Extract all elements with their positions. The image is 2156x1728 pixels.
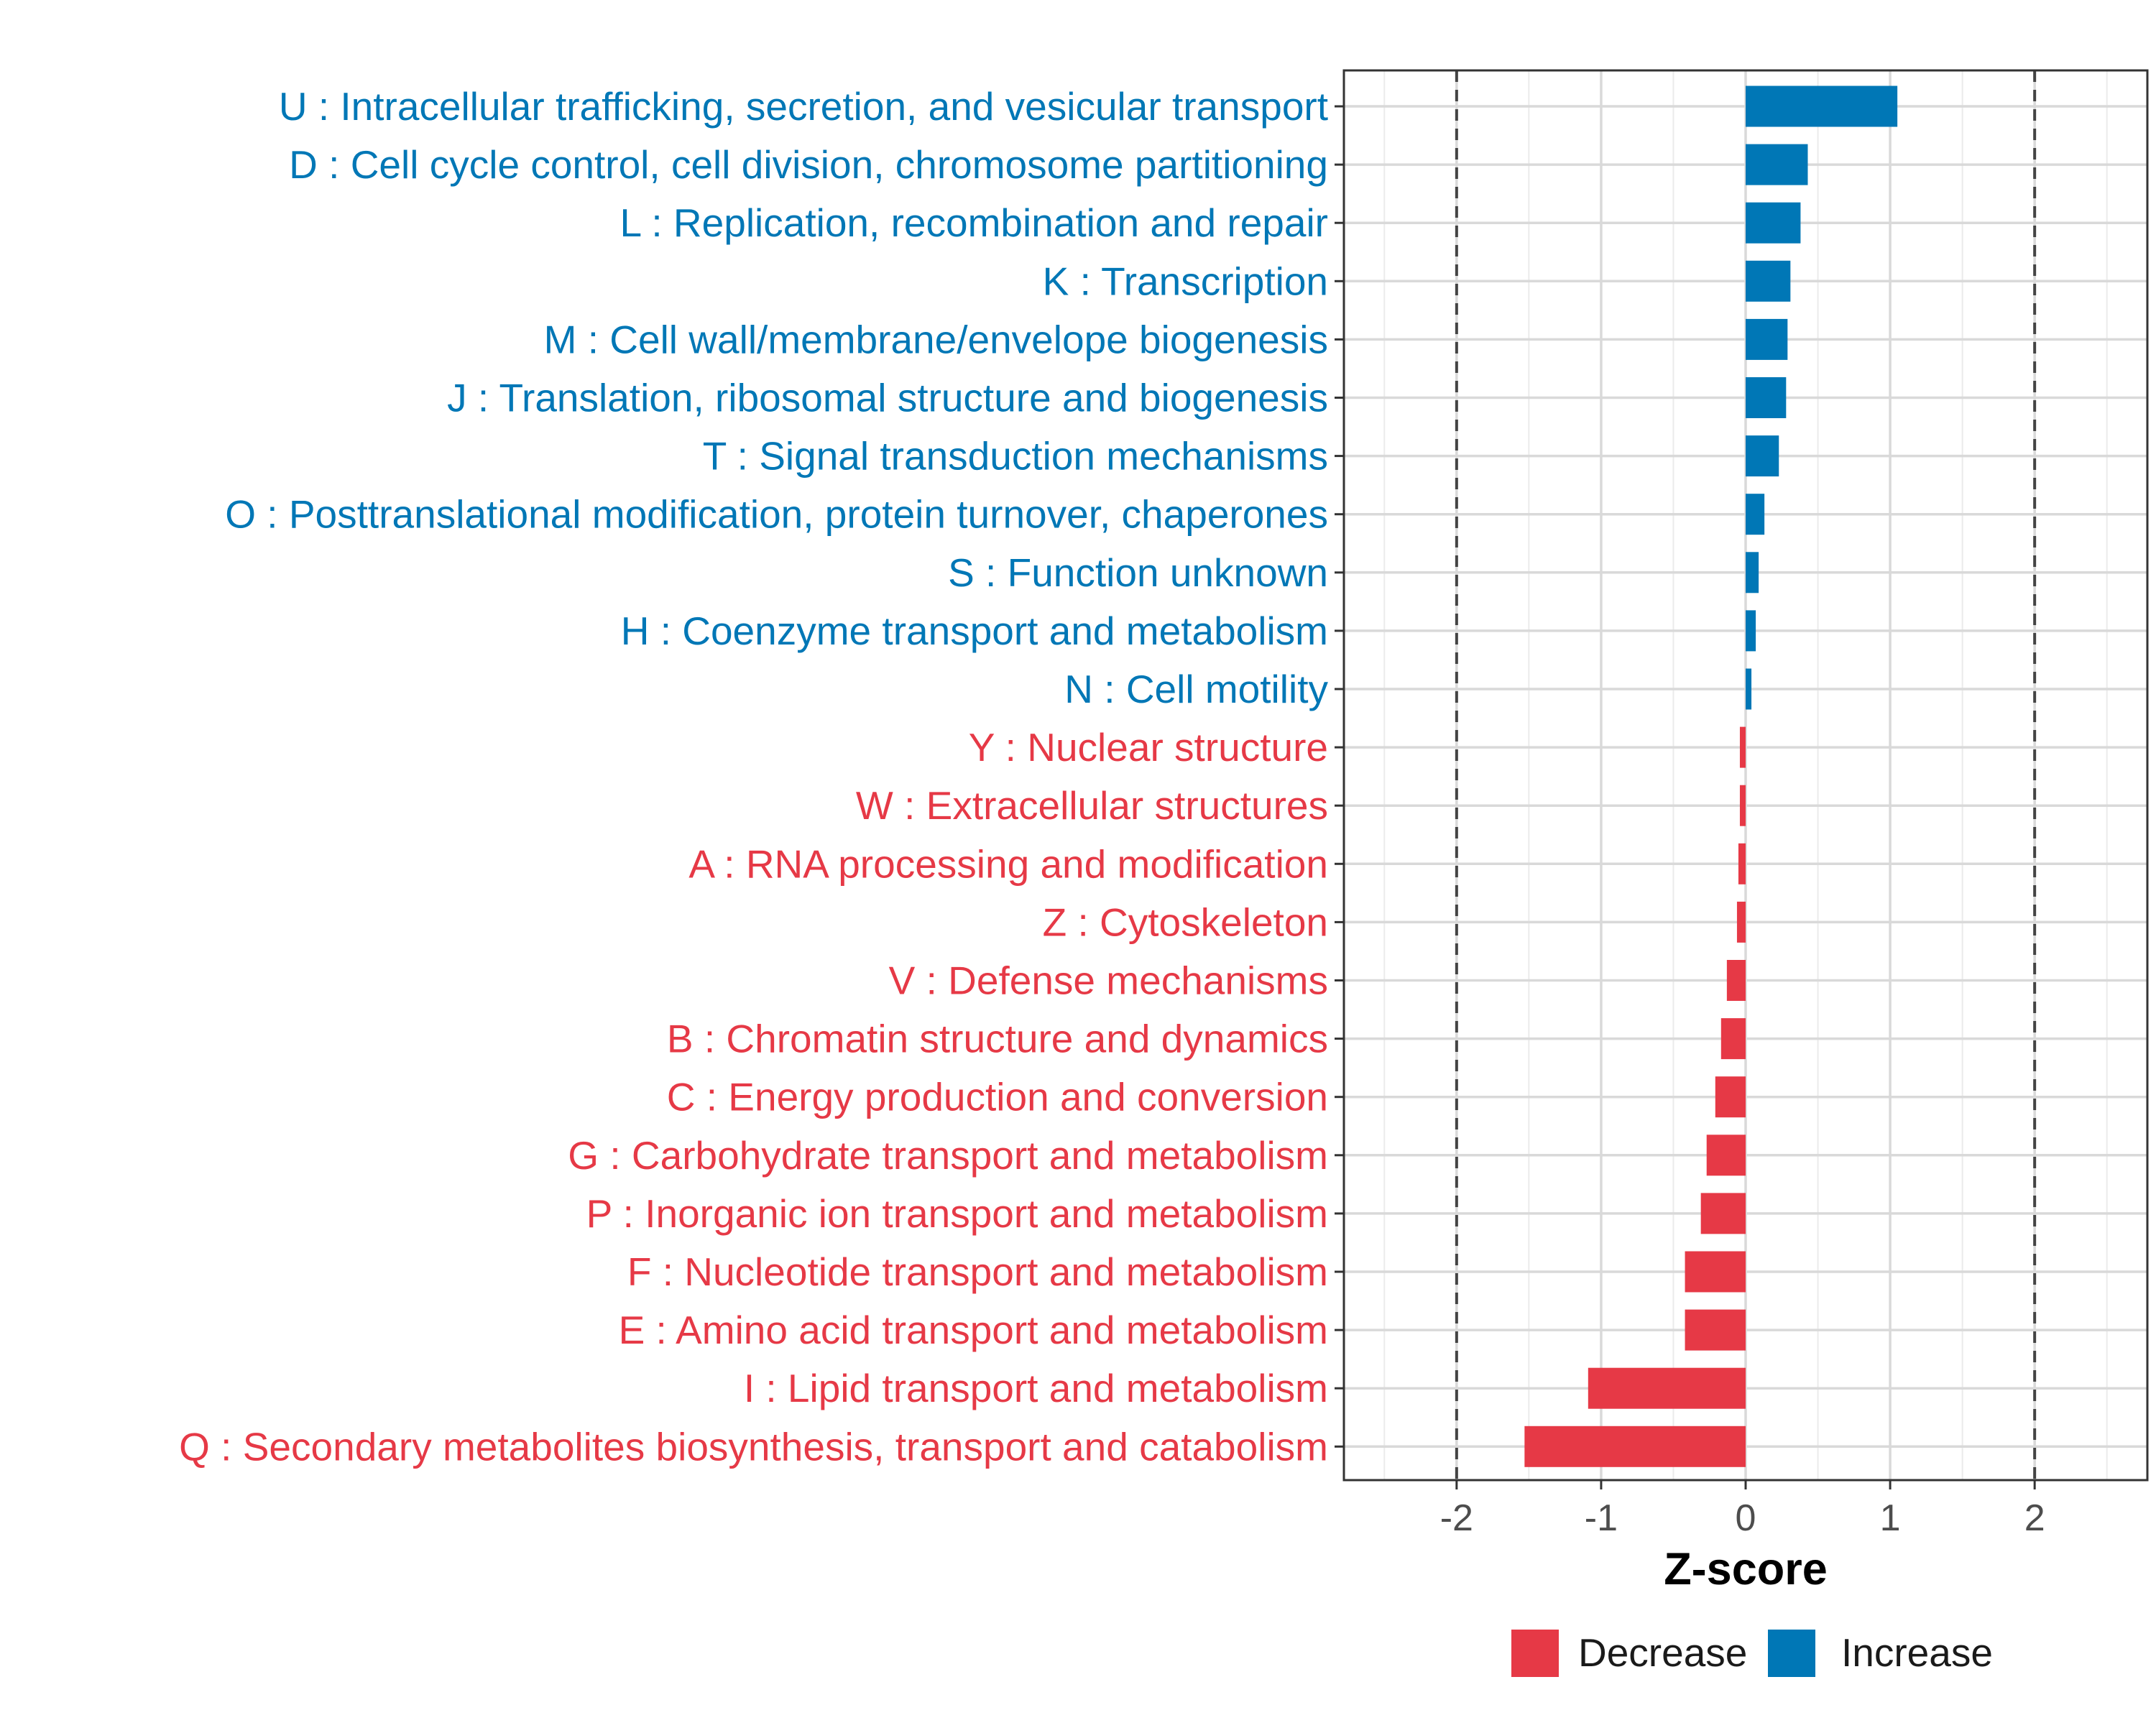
bar bbox=[1726, 960, 1746, 1001]
bar bbox=[1715, 1076, 1746, 1118]
bar bbox=[1685, 1251, 1746, 1293]
bar bbox=[1700, 1193, 1746, 1234]
category-label: P : Inorganic ion transport and metaboli… bbox=[586, 1191, 1328, 1236]
legend-swatch-decrease bbox=[1511, 1630, 1559, 1677]
bar-layer bbox=[1455, 70, 2037, 1480]
x-tick-label: -2 bbox=[1440, 1497, 1473, 1539]
legend-swatch-increase bbox=[1768, 1630, 1815, 1677]
bar bbox=[1746, 377, 1787, 418]
category-label: G : Carbohydrate transport and metabolis… bbox=[568, 1133, 1328, 1178]
bar bbox=[1746, 86, 1898, 127]
bar bbox=[1746, 318, 1788, 360]
category-label: K : Transcription bbox=[1043, 259, 1328, 303]
x-tick-label: 2 bbox=[2024, 1497, 2045, 1539]
bar bbox=[1746, 668, 1752, 710]
x-tick-label: 1 bbox=[1880, 1497, 1901, 1539]
category-label: O : Posttranslational modification, prot… bbox=[225, 492, 1328, 537]
category-label: H : Coenzyme transport and metabolism bbox=[621, 609, 1328, 653]
category-label: F : Nucleotide transport and metabolism bbox=[627, 1249, 1328, 1294]
category-label: Q : Secondary metabolites biosynthesis, … bbox=[179, 1424, 1328, 1469]
category-label: D : Cell cycle control, cell division, c… bbox=[289, 142, 1328, 187]
x-axis-title: Z-score bbox=[1664, 1544, 1828, 1594]
category-label: I : Lipid transport and metabolism bbox=[744, 1366, 1328, 1410]
category-label: W : Extracellular structures bbox=[856, 783, 1328, 828]
bar bbox=[1746, 202, 1801, 244]
bar bbox=[1746, 610, 1756, 652]
legend-label-increase: Increase bbox=[1841, 1630, 1993, 1675]
bar bbox=[1746, 494, 1765, 535]
bar bbox=[1720, 1018, 1746, 1060]
x-tick-label: 0 bbox=[1736, 1497, 1756, 1539]
legend: Decrease Increase bbox=[1511, 1630, 1993, 1677]
bar bbox=[1739, 726, 1746, 768]
category-label: J : Translation, ribosomal structure and… bbox=[447, 376, 1328, 420]
bar bbox=[1746, 260, 1791, 302]
category-label: B : Chromatin structure and dynamics bbox=[667, 1017, 1328, 1061]
category-label: T : Signal transduction mechanisms bbox=[703, 434, 1328, 479]
bar bbox=[1738, 843, 1746, 884]
bar bbox=[1685, 1309, 1746, 1351]
category-label: M : Cell wall/membrane/envelope biogenes… bbox=[544, 317, 1328, 361]
category-label: A : RNA processing and modification bbox=[688, 841, 1328, 886]
bar bbox=[1746, 552, 1759, 593]
category-label: E : Amino acid transport and metabolism bbox=[619, 1308, 1328, 1352]
category-label: S : Function unknown bbox=[948, 550, 1328, 595]
category-label-layer: U : Intracellular trafficking, secretion… bbox=[179, 84, 1328, 1469]
tick-layer: -2 -1 0 1 2 bbox=[1335, 105, 2045, 1539]
category-label: C : Energy production and conversion bbox=[667, 1075, 1328, 1119]
category-label: V : Defense mechanisms bbox=[889, 958, 1328, 1003]
category-label: Y : Nuclear structure bbox=[969, 725, 1328, 770]
bar bbox=[1746, 435, 1779, 477]
bar bbox=[1524, 1426, 1746, 1467]
x-tick-label: -1 bbox=[1585, 1497, 1618, 1539]
category-label: Z : Cytoskeleton bbox=[1043, 900, 1328, 944]
bar bbox=[1746, 144, 1808, 185]
category-label: L : Replication, recombination and repai… bbox=[620, 200, 1328, 245]
legend-label-decrease: Decrease bbox=[1578, 1630, 1747, 1675]
bar bbox=[1736, 901, 1746, 943]
category-label: U : Intracellular trafficking, secretion… bbox=[279, 84, 1328, 129]
category-label: N : Cell motility bbox=[1064, 667, 1328, 711]
bar bbox=[1706, 1135, 1746, 1176]
bar bbox=[1739, 785, 1746, 826]
bar bbox=[1588, 1367, 1746, 1409]
